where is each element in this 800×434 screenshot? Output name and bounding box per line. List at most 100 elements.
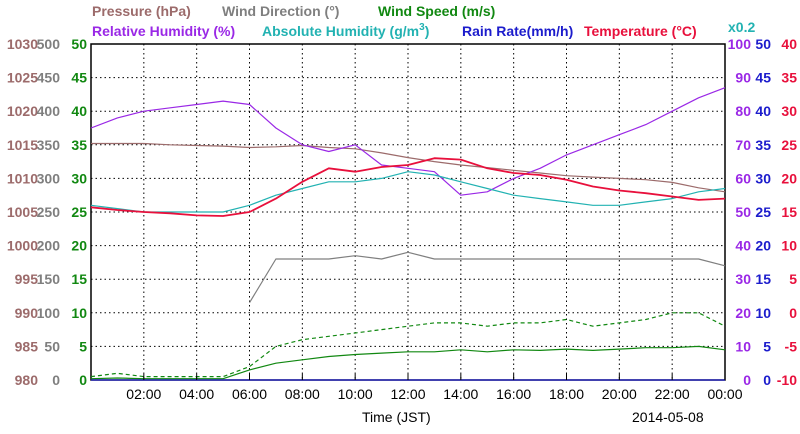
y-tick-label-pressure: 980 — [15, 372, 39, 388]
x-tick-label: 00:00 — [707, 386, 742, 402]
y-tick-label-pressure: 995 — [15, 271, 39, 287]
y-tick-label-wind-dir: 250 — [37, 204, 61, 220]
y-tick-label-wind-dir: 350 — [37, 137, 61, 153]
y-tick-label-pressure: 1025 — [7, 70, 38, 86]
y-tick-label-pressure: 1030 — [7, 36, 38, 52]
series-line-1 — [90, 87, 726, 196]
y-tick-label-humidity: 20 — [735, 305, 751, 321]
y-tick-label-wind-speed: 20 — [71, 238, 87, 254]
legend-rain-rate: Rain Rate(mm/h) — [462, 23, 573, 39]
y-tick-label-rain-rate: 45 — [755, 70, 771, 86]
y-tick-label-humidity: 50 — [735, 204, 751, 220]
y-tick-label-humidity: 0 — [743, 372, 751, 388]
y-axes: 1030102510201015101010051000995990985980… — [7, 36, 797, 388]
series-line-2 — [90, 171, 726, 213]
x-axis: 02:00 04:00 06:00 08:00 10:00 12:00 14:00 16:00… — [126, 374, 743, 402]
y-tick-label-temperature: 10 — [781, 238, 797, 254]
x-tick-label: 18:00 — [549, 386, 584, 402]
y-tick-label-rain-rate: 10 — [755, 305, 771, 321]
x-tick-label: 22:00 — [655, 386, 690, 402]
y-tick-label-pressure: 1005 — [7, 204, 38, 220]
y-tick-label-wind-speed: 45 — [71, 70, 87, 86]
y-tick-label-rain-rate: 5 — [763, 338, 771, 354]
y-tick-label-wind-dir: 150 — [37, 271, 61, 287]
y-tick-label-rain-rate: 25 — [755, 204, 771, 220]
legend-relative-humidity: Relative Humidity (%) — [92, 23, 235, 39]
y-tick-label-temperature: 40 — [781, 36, 797, 52]
series-line-3 — [90, 157, 726, 217]
x-tick-label: 08:00 — [285, 386, 320, 402]
legend-absolute-humidity-label: Absolute Humidity (g/m — [262, 23, 419, 39]
y-tick-label-pressure: 990 — [15, 305, 39, 321]
legend: Pressure (hPa) Wind Direction (°) Wind S… — [92, 3, 755, 39]
y-tick-label-humidity: 40 — [735, 238, 751, 254]
y-tick-label-humidity: 90 — [735, 70, 751, 86]
legend-temperature: Temperature (°C) — [584, 23, 697, 39]
y-tick-label-pressure: 1010 — [7, 170, 38, 186]
y-tick-label-rain-rate: 15 — [755, 271, 771, 287]
y-tick-label-wind-speed: 25 — [71, 204, 87, 220]
y-tick-label-pressure: 1000 — [7, 238, 38, 254]
y-tick-label-rain-rate: 30 — [755, 170, 771, 186]
y-tick-label-humidity: 80 — [735, 103, 751, 119]
y-tick-label-wind-speed: 30 — [71, 170, 87, 186]
y-tick-label-rain-rate: 0 — [763, 372, 771, 388]
series-line-0 — [91, 142, 726, 193]
y-tick-label-wind-dir: 450 — [37, 70, 61, 86]
x-tick-label: 14:00 — [443, 386, 478, 402]
legend-absolute-humidity-close: ) — [425, 23, 430, 39]
y-tick-label-temperature: 0 — [789, 305, 797, 321]
series-line-4 — [248, 251, 726, 304]
y-tick-label-wind-dir: 0 — [52, 372, 60, 388]
y-tick-label-rain-rate: 50 — [755, 36, 771, 52]
y-tick-label-rain-rate: 40 — [755, 103, 771, 119]
y-tick-label-wind-dir: 50 — [44, 338, 60, 354]
y-tick-label-temperature: 20 — [781, 170, 797, 186]
y-tick-label-wind-speed: 50 — [71, 36, 87, 52]
y-tick-label-humidity: 30 — [735, 271, 751, 287]
y-tick-label-temperature: 30 — [781, 103, 797, 119]
date-label: 2014-05-08 — [632, 409, 704, 425]
y-tick-label-pressure: 985 — [15, 338, 39, 354]
x-tick-label: 04:00 — [179, 386, 214, 402]
y-tick-label-temperature: -5 — [785, 338, 798, 354]
y-tick-label-wind-dir: 200 — [37, 238, 61, 254]
y-tick-label-wind-speed: 5 — [79, 338, 87, 354]
x-tick-label: 16:00 — [496, 386, 531, 402]
y-tick-label-wind-dir: 100 — [37, 305, 61, 321]
y-tick-label-wind-speed: 10 — [71, 305, 87, 321]
legend-wind-direction: Wind Direction (°) — [222, 3, 339, 19]
y-tick-label-humidity: 60 — [735, 170, 751, 186]
y-tick-label-rain-rate: 20 — [755, 238, 771, 254]
y-tick-label-rain-rate: 35 — [755, 137, 771, 153]
y-tick-label-humidity: 10 — [735, 338, 751, 354]
legend-absolute-humidity-sup: 3 — [419, 22, 425, 33]
series-line-5 — [90, 312, 726, 378]
x-tick-label: 10:00 — [338, 386, 373, 402]
legend-wind-speed: Wind Speed (m/s) — [378, 3, 495, 19]
y-tick-label-wind-speed: 35 — [71, 137, 87, 153]
legend-scale-note: x0.2 — [728, 19, 755, 35]
y-tick-label-wind-speed: 40 — [71, 103, 87, 119]
y-tick-label-wind-dir: 400 — [37, 103, 61, 119]
y-tick-label-pressure: 1020 — [7, 103, 38, 119]
x-tick-label: 20:00 — [602, 386, 637, 402]
y-tick-label-temperature: -10 — [777, 372, 797, 388]
y-tick-label-wind-speed: 15 — [71, 271, 87, 287]
y-tick-label-temperature: 35 — [781, 70, 797, 86]
x-tick-label: 12:00 — [390, 386, 425, 402]
x-axis-label: Time (JST) — [362, 409, 431, 425]
x-tick-label: 06:00 — [232, 386, 267, 402]
y-tick-label-wind-dir: 300 — [37, 170, 61, 186]
legend-pressure: Pressure (hPa) — [92, 3, 191, 19]
x-tick-label: 02:00 — [126, 386, 161, 402]
y-tick-label-temperature: 5 — [789, 271, 797, 287]
y-tick-label-humidity: 70 — [735, 137, 751, 153]
y-tick-label-humidity: 100 — [728, 36, 752, 52]
legend-absolute-humidity: Absolute Humidity (g/m3) — [262, 22, 429, 39]
y-tick-label-temperature: 15 — [781, 204, 797, 220]
y-tick-label-pressure: 1015 — [7, 137, 38, 153]
y-tick-label-temperature: 25 — [781, 137, 797, 153]
y-tick-label-wind-dir: 500 — [37, 36, 61, 52]
